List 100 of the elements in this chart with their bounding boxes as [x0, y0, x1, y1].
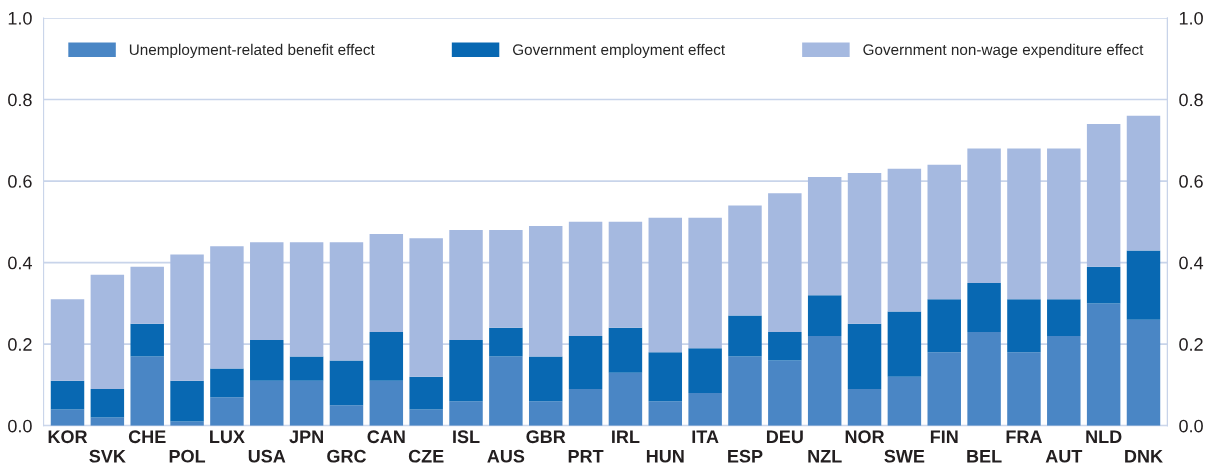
y2-tick-label: 0.6: [1179, 175, 1203, 188]
bar: [847, 172, 882, 324]
bar: [329, 360, 364, 406]
bar: [449, 229, 483, 341]
x-tick-label: AUS: [487, 449, 525, 463]
bar: [927, 299, 961, 353]
bar: [768, 193, 802, 332]
bar: [728, 356, 762, 426]
bar: [1047, 148, 1081, 300]
bar: [528, 225, 563, 357]
bar: [369, 234, 404, 332]
x-tick-label: NLD: [1086, 430, 1122, 443]
x-tick-label: JPN: [289, 430, 323, 444]
bar: [130, 356, 164, 426]
bar: [369, 331, 404, 381]
x-tick-label: ESP: [728, 449, 763, 463]
bar: [887, 168, 922, 312]
bar: [967, 283, 1001, 332]
x-tick-label: CZE: [408, 449, 444, 463]
bar: [1086, 303, 1121, 426]
x-tick-label: CHE: [128, 430, 166, 444]
bar: [369, 380, 404, 426]
x-tick-label: PRT: [568, 449, 604, 463]
bar: [409, 238, 443, 377]
bar: [210, 246, 244, 369]
bar: [1007, 299, 1041, 353]
bar: [648, 401, 683, 426]
x-tick-label: DNK: [1125, 449, 1163, 463]
bar: [1047, 299, 1081, 336]
x-tick-label: NOR: [845, 430, 885, 444]
x-tick-label: FRA: [1006, 430, 1043, 443]
bar: [130, 323, 164, 357]
bar: [967, 331, 1001, 426]
legend-label: Government employment effect: [512, 43, 725, 59]
bar: [1126, 319, 1161, 426]
bar: [768, 331, 802, 361]
bar: [1086, 266, 1121, 304]
y2-tick-label: 0.2: [1179, 338, 1203, 351]
bar: [528, 401, 563, 426]
bar: [170, 380, 204, 422]
bar: [449, 401, 483, 426]
x-tick-label: GRC: [327, 449, 367, 463]
bar: [1047, 336, 1081, 426]
y2-tick-label: 0.8: [1179, 93, 1203, 107]
y-tick-label: 0.4: [8, 256, 32, 270]
bar: [967, 148, 1001, 283]
bar: [289, 380, 324, 426]
bar: [568, 336, 603, 389]
bar: [847, 323, 882, 389]
x-tick-label: SVK: [89, 449, 126, 463]
bar: [250, 242, 284, 341]
bar: [807, 295, 842, 336]
bar: [728, 205, 762, 316]
bar: [170, 254, 204, 381]
bar: [329, 405, 364, 426]
bar: [1086, 123, 1121, 267]
x-tick-label: AUT: [1045, 449, 1083, 463]
bar: [50, 409, 85, 426]
bar: [489, 229, 523, 328]
bar: [568, 221, 603, 336]
x-tick-label: HUN: [646, 449, 684, 463]
x-tick-label: GBR: [526, 430, 566, 444]
x-tick-label: SWE: [884, 449, 925, 463]
bar: [807, 336, 842, 426]
bar: [807, 176, 842, 296]
bar: [927, 164, 961, 300]
bar: [210, 397, 244, 426]
bar: [329, 242, 364, 361]
bar: [728, 315, 762, 357]
bar: [688, 348, 722, 394]
bar: [1126, 115, 1161, 251]
bar: [528, 356, 563, 402]
bar: [847, 389, 882, 426]
bar: [1007, 352, 1041, 426]
bar: [1007, 148, 1041, 300]
bar: [489, 327, 523, 357]
bar: [250, 340, 284, 381]
y2-tick-label: 0.0: [1179, 419, 1203, 433]
bar: [887, 311, 922, 377]
bar: [449, 340, 483, 402]
bar: [50, 380, 85, 410]
bar: [688, 217, 722, 349]
x-tick-label: CAN: [367, 430, 405, 444]
bar: [688, 393, 722, 426]
y-tick-label: 0.0: [8, 419, 32, 433]
y-tick-label: 0.2: [8, 338, 32, 351]
bar: [608, 221, 643, 328]
x-tick-label: FIN: [930, 430, 958, 443]
y-tick-label: 0.8: [8, 93, 32, 107]
bar: [90, 274, 125, 389]
bar: [568, 389, 603, 426]
x-tick-label: ISL: [453, 430, 480, 444]
bar: [409, 376, 443, 410]
bar: [887, 376, 922, 426]
y2-tick-label: 0.4: [1179, 256, 1204, 270]
x-tick-label: LUX: [210, 430, 245, 444]
legend-label: Unemployment-related benefit effect: [129, 43, 375, 59]
bar: [648, 352, 683, 402]
bar: [289, 242, 324, 357]
x-tick-label: ITA: [692, 430, 719, 443]
